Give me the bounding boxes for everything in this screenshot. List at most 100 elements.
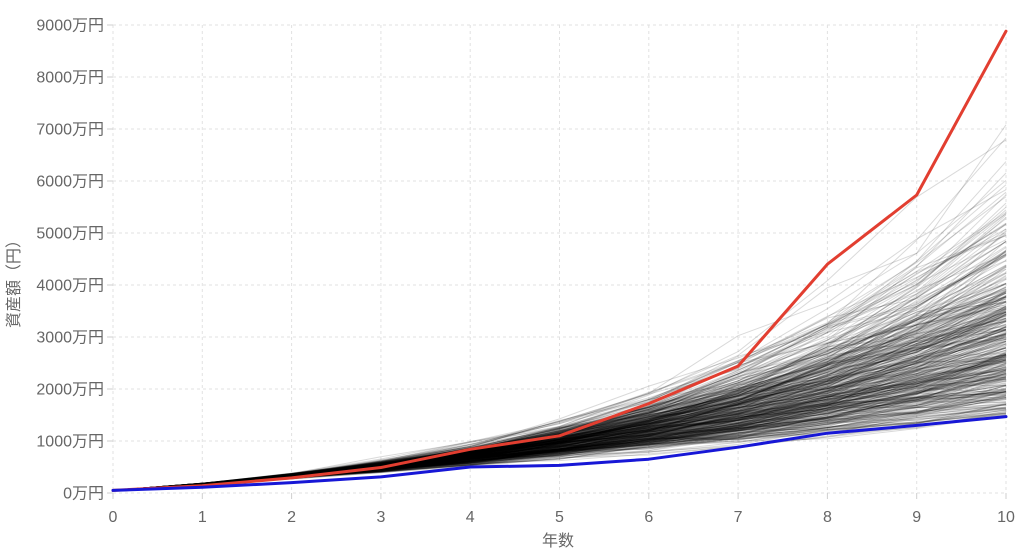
simulation-path	[112, 202, 1007, 491]
simulation-path	[112, 172, 1007, 491]
simulation-path	[112, 398, 1007, 491]
simulation-path	[112, 332, 1007, 491]
simulation-path	[112, 305, 1007, 491]
simulation-path	[112, 335, 1007, 491]
simulation-path	[112, 409, 1007, 491]
simulation-path	[112, 311, 1007, 491]
simulation-path	[112, 359, 1007, 491]
x-tick-label: 1	[198, 509, 207, 526]
simulation-path	[112, 412, 1007, 491]
simulation-path	[112, 180, 1007, 491]
simulation-path	[112, 296, 1007, 491]
simulation-path	[112, 296, 1007, 491]
x-tick-label: 9	[912, 509, 921, 526]
simulation-path	[112, 329, 1007, 491]
x-axis-title: 年数	[542, 532, 574, 550]
axis-label-layer: 0万円 1000万円 2000万円 3000万円 4000万円 5000万円 6000万円 7…	[36, 18, 1015, 527]
simulation-path	[112, 334, 1007, 491]
simulation-path	[112, 315, 1007, 491]
simulation-path	[112, 391, 1007, 491]
simulation-path	[112, 330, 1007, 491]
simulation-path	[112, 389, 1007, 491]
simulation-path	[112, 324, 1007, 491]
simulation-path	[112, 312, 1007, 491]
simulation-path	[112, 189, 1007, 491]
simulation-path	[112, 349, 1007, 491]
simulation-path	[112, 272, 1007, 491]
simulation-path	[112, 376, 1007, 491]
simulation-path	[112, 274, 1007, 491]
simulation-path	[112, 320, 1007, 491]
simulation-path	[112, 249, 1007, 491]
simulation-path	[112, 391, 1007, 491]
simulation-path	[112, 292, 1007, 491]
simulation-path	[112, 311, 1007, 491]
simulation-path	[112, 354, 1007, 491]
simulation-path	[112, 412, 1007, 491]
simulation-path	[112, 329, 1007, 491]
simulation-path	[112, 241, 1007, 491]
simulation-path	[112, 376, 1007, 491]
simulation-path	[112, 191, 1007, 491]
simulation-path	[112, 347, 1007, 491]
simulation-path	[112, 328, 1007, 491]
x-tick-label: 10	[997, 509, 1015, 526]
simulation-path	[112, 289, 1007, 491]
simulation-path	[112, 323, 1007, 491]
simulation-path	[112, 336, 1007, 491]
simulation-path	[112, 222, 1007, 491]
simulation-path	[112, 308, 1007, 491]
simulation-path	[112, 404, 1007, 491]
simulation-path	[112, 356, 1007, 491]
simulation-path	[112, 296, 1007, 491]
simulation-path	[112, 235, 1007, 491]
simulation-path	[112, 358, 1007, 491]
simulation-path	[112, 353, 1007, 491]
y-tick-label: 5000万円	[36, 226, 104, 243]
simulation-path	[112, 329, 1007, 491]
simulation-path	[112, 298, 1007, 491]
simulation-path	[112, 310, 1007, 491]
simulation-path	[112, 382, 1007, 491]
simulation-path	[112, 254, 1007, 491]
simulation-path	[112, 369, 1007, 491]
simulation-path	[112, 329, 1007, 491]
grid-layer	[112, 24, 1007, 494]
simulation-path	[112, 347, 1007, 491]
simulation-path	[112, 224, 1007, 491]
simulation-path	[112, 366, 1007, 491]
simulation-path	[112, 358, 1007, 491]
simulation-path	[112, 384, 1007, 491]
simulation-path	[112, 378, 1007, 491]
simulation-path	[112, 324, 1007, 491]
simulation-path	[112, 358, 1007, 491]
simulation-path	[112, 370, 1007, 491]
y-tick-label: 4000万円	[36, 278, 104, 295]
x-tick-label: 5	[555, 509, 564, 526]
simulation-path	[112, 275, 1007, 491]
simulation-path	[112, 397, 1007, 491]
simulation-path	[112, 196, 1007, 491]
simulation-path	[112, 320, 1007, 491]
simulation-path	[112, 288, 1007, 491]
simulation-path	[112, 321, 1007, 491]
simulation-path	[112, 335, 1007, 491]
simulation-path	[112, 369, 1007, 491]
simulation-path	[112, 277, 1007, 491]
simulation-path	[112, 356, 1007, 491]
simulation-path	[112, 295, 1007, 491]
simulation-path	[112, 349, 1007, 491]
simulation-path	[112, 329, 1007, 491]
simulation-path	[112, 347, 1007, 491]
x-tick-label: 3	[376, 509, 385, 526]
simulation-path	[112, 304, 1007, 491]
simulation-path	[112, 314, 1007, 491]
simulation-path	[112, 360, 1007, 491]
simulation-path	[112, 341, 1007, 491]
simulation-path	[112, 326, 1007, 491]
simulation-path	[112, 380, 1007, 491]
simulation-path	[112, 286, 1007, 491]
simulation-path	[112, 364, 1007, 491]
